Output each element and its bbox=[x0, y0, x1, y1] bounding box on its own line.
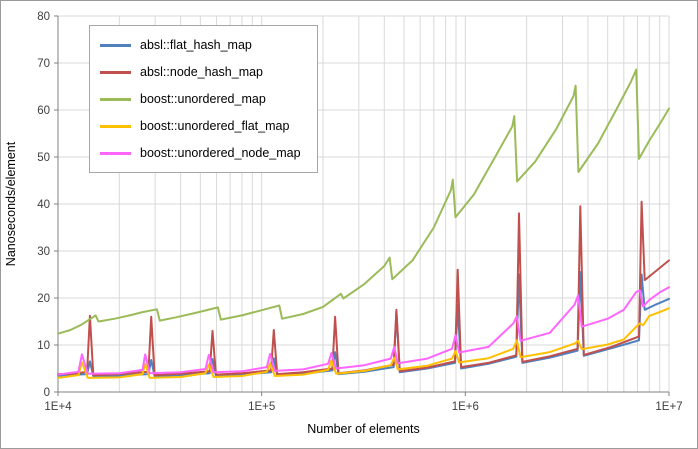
legend-item: boost::unordered_flat_map bbox=[100, 115, 301, 137]
y-tick-label: 70 bbox=[37, 58, 50, 70]
y-tick-label: 0 bbox=[44, 387, 50, 399]
series-line-absl-node-hash-map bbox=[57, 200, 670, 377]
y-tick-label: 30 bbox=[37, 246, 50, 258]
y-axis-title: Nanoseconds/element bbox=[4, 141, 18, 266]
x-tick-label: 1E+5 bbox=[248, 401, 275, 413]
series-line-boost-unordered-node-map bbox=[57, 286, 670, 376]
legend-item: absl::node_hash_map bbox=[100, 61, 301, 83]
y-tick-label: 80 bbox=[37, 11, 50, 23]
y-tick-label: 50 bbox=[37, 152, 50, 164]
legend-swatch-icon bbox=[100, 43, 131, 47]
legend-label: boost::unordered_map bbox=[140, 92, 266, 106]
legend-swatch-icon bbox=[100, 151, 131, 155]
legend-swatch-icon bbox=[100, 70, 131, 74]
legend-item: absl::flat_hash_map bbox=[100, 34, 301, 56]
legend-label: absl::flat_hash_map bbox=[140, 38, 252, 52]
x-axis-title: Number of elements bbox=[307, 422, 420, 436]
legend-label: boost::unordered_flat_map bbox=[140, 119, 290, 133]
legend-label: boost::unordered_node_map bbox=[140, 146, 301, 160]
y-tick-label: 10 bbox=[37, 340, 50, 352]
series-line-boost-unordered-map bbox=[57, 68, 670, 335]
y-tick-label: 40 bbox=[37, 199, 50, 211]
x-tick-label: 1E+4 bbox=[44, 401, 72, 413]
legend-swatch-icon bbox=[100, 97, 131, 101]
x-tick-label: 1E+6 bbox=[452, 401, 479, 413]
legend-swatch-icon bbox=[100, 124, 131, 128]
series-line-boost-unordered-flat-map bbox=[57, 307, 670, 379]
legend-item: boost::unordered_node_map bbox=[100, 142, 301, 164]
x-tick-label: 1E+7 bbox=[655, 401, 682, 413]
legend-item: boost::unordered_map bbox=[100, 88, 301, 110]
legend-label: absl::node_hash_map bbox=[140, 65, 264, 79]
y-tick-label: 60 bbox=[37, 105, 50, 117]
y-tick-label: 20 bbox=[37, 293, 50, 305]
